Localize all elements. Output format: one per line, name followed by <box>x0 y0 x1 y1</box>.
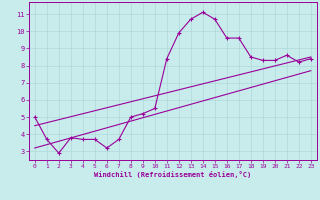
X-axis label: Windchill (Refroidissement éolien,°C): Windchill (Refroidissement éolien,°C) <box>94 171 252 178</box>
